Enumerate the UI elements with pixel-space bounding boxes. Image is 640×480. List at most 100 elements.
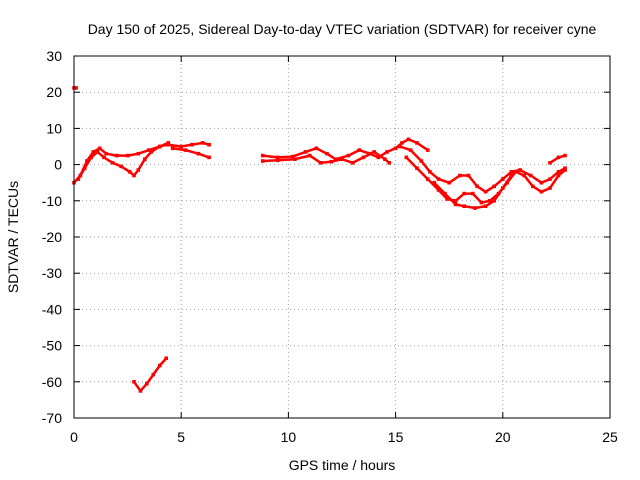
data-point bbox=[260, 153, 265, 158]
data-point bbox=[132, 380, 136, 384]
data-point bbox=[260, 159, 265, 163]
data-point bbox=[404, 155, 409, 160]
data-point bbox=[132, 173, 136, 178]
data-point bbox=[376, 155, 381, 160]
data-point bbox=[207, 155, 211, 160]
data-point bbox=[383, 157, 387, 161]
y-tick-label: 20 bbox=[46, 84, 62, 100]
data-point bbox=[453, 202, 458, 207]
data-point bbox=[158, 363, 162, 368]
data-point bbox=[492, 199, 496, 203]
x-axis-label: GPS time / hours bbox=[289, 457, 396, 473]
data-point bbox=[303, 150, 308, 154]
data-point bbox=[462, 204, 466, 208]
data-point bbox=[158, 144, 162, 149]
data-point bbox=[501, 177, 505, 181]
y-tick-label: -60 bbox=[42, 374, 62, 390]
data-point bbox=[179, 144, 183, 149]
data-point bbox=[368, 151, 372, 156]
data-point bbox=[164, 142, 168, 147]
data-point bbox=[479, 200, 484, 205]
data-point bbox=[91, 150, 96, 154]
data-point bbox=[361, 155, 366, 160]
data-point bbox=[548, 186, 552, 190]
x-tick-label: 20 bbox=[495, 429, 511, 445]
data-point bbox=[393, 146, 398, 151]
data-point bbox=[340, 157, 344, 161]
data-point bbox=[104, 151, 108, 156]
x-tick-label: 0 bbox=[70, 429, 78, 445]
data-point bbox=[447, 180, 451, 185]
series-early-b bbox=[77, 143, 168, 181]
data-point bbox=[89, 155, 93, 160]
y-tick-label: -10 bbox=[42, 193, 62, 209]
y-tick-label: 30 bbox=[46, 48, 62, 64]
data-point bbox=[509, 173, 514, 178]
data-point bbox=[426, 177, 430, 181]
data-point bbox=[426, 148, 430, 152]
data-point bbox=[125, 153, 130, 158]
data-point bbox=[513, 170, 518, 174]
data-point bbox=[138, 389, 143, 393]
series-late-a bbox=[398, 145, 567, 194]
data-point bbox=[147, 148, 151, 152]
data-point bbox=[539, 180, 544, 185]
data-point bbox=[136, 168, 141, 172]
data-point bbox=[196, 151, 201, 156]
data-point bbox=[509, 170, 514, 174]
data-point bbox=[127, 170, 132, 174]
series-day-a bbox=[261, 147, 372, 161]
data-point bbox=[462, 191, 466, 196]
data-point bbox=[74, 86, 78, 90]
data-point bbox=[428, 170, 432, 174]
data-point bbox=[501, 186, 505, 190]
x-tick-label: 5 bbox=[177, 429, 185, 445]
data-point bbox=[136, 151, 141, 156]
data-point bbox=[308, 153, 312, 158]
data-point bbox=[170, 146, 175, 151]
data-point bbox=[415, 166, 419, 170]
data-point bbox=[518, 168, 522, 172]
data-point bbox=[436, 177, 441, 181]
grid-layer bbox=[74, 56, 610, 418]
series-mid-b bbox=[171, 147, 211, 159]
data-point bbox=[445, 197, 449, 201]
data-point bbox=[149, 150, 153, 154]
data-point bbox=[473, 206, 477, 210]
data-point bbox=[119, 164, 123, 169]
data-point bbox=[453, 199, 458, 203]
data-point bbox=[385, 150, 389, 154]
data-point bbox=[318, 161, 323, 165]
data-point bbox=[563, 168, 567, 172]
y-axis-label: SDTVAR / TECUs bbox=[5, 181, 21, 293]
data-point bbox=[275, 155, 280, 160]
x-tick-label: 15 bbox=[388, 429, 404, 445]
data-point bbox=[483, 189, 488, 194]
data-point bbox=[406, 137, 411, 142]
data-point bbox=[143, 157, 147, 161]
x-tick-label: 25 bbox=[602, 429, 618, 445]
data-point bbox=[539, 189, 544, 194]
data-point bbox=[387, 161, 391, 165]
data-point bbox=[166, 142, 171, 147]
data-point bbox=[398, 144, 402, 149]
tick-layer: 0 5 10 15 20 25 30 20 10 0 -10 -20 -30 -40 -50 -60 -70 bbox=[42, 48, 618, 445]
data-point bbox=[400, 141, 404, 145]
data-point bbox=[290, 154, 295, 159]
data-point bbox=[183, 148, 188, 152]
y-tick-label: -20 bbox=[42, 229, 62, 245]
data-point bbox=[531, 184, 535, 189]
data-point bbox=[492, 184, 496, 189]
y-tick-label: -40 bbox=[42, 301, 62, 317]
data-point bbox=[95, 150, 100, 154]
data-point bbox=[471, 191, 475, 196]
data-point bbox=[522, 173, 526, 178]
series-layer bbox=[72, 86, 567, 393]
data-point bbox=[102, 155, 106, 160]
data-point bbox=[483, 204, 488, 208]
data-point bbox=[164, 356, 168, 361]
data-point bbox=[314, 146, 319, 151]
data-point bbox=[275, 158, 280, 163]
y-tick-label: -70 bbox=[42, 410, 62, 426]
